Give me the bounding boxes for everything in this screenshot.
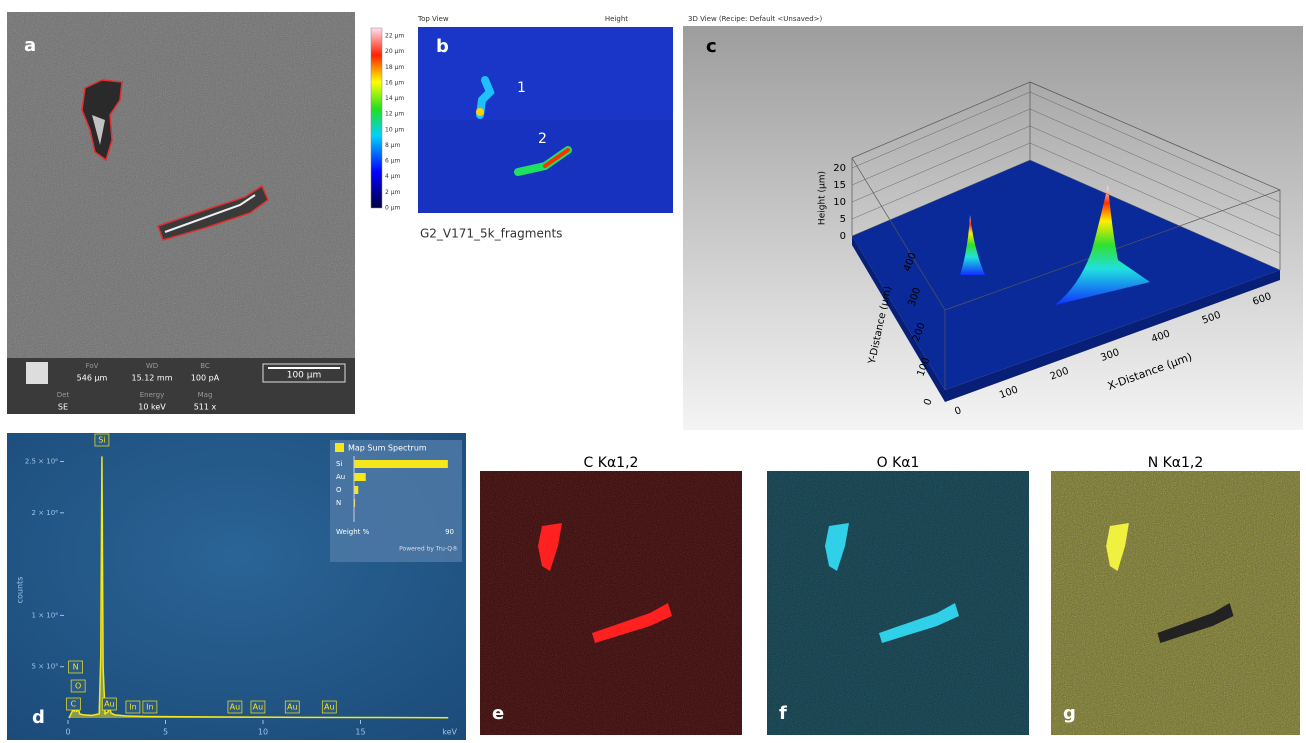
panel-label: g bbox=[1063, 703, 1076, 724]
legend-element: O bbox=[336, 486, 342, 494]
view-mode[interactable]: Height bbox=[605, 15, 628, 23]
peak-label: C bbox=[71, 700, 77, 709]
y-tick-label: 2.5 × 10⁶ bbox=[25, 458, 58, 466]
legend-title: Map Sum Spectrum bbox=[348, 444, 427, 453]
panel-label: b bbox=[436, 36, 449, 57]
weight-bar bbox=[354, 460, 448, 468]
legend-box bbox=[330, 440, 462, 562]
view-title: Top View bbox=[417, 15, 449, 23]
info-name: Energy bbox=[140, 391, 165, 399]
peak-label: In bbox=[146, 703, 153, 712]
legend-footer: Powered by Tru-Q® bbox=[399, 546, 458, 553]
map-title: O Kα1 bbox=[877, 455, 920, 471]
scale-bar-label: 100 µm bbox=[287, 371, 322, 381]
fragment-1-peak bbox=[476, 108, 484, 116]
colorbar-label: 8 µm bbox=[385, 142, 401, 149]
sample-caption: G2_V171_5k_fragments bbox=[420, 227, 562, 241]
colorbar bbox=[371, 28, 382, 208]
info-name: BC bbox=[200, 362, 210, 370]
peak-label: Si bbox=[98, 436, 105, 445]
z-tick-label: 0 bbox=[840, 231, 846, 242]
z-axis-label: Height (µm) bbox=[818, 171, 828, 225]
info-name: Det bbox=[57, 391, 70, 399]
x-tick-label: 15 bbox=[355, 728, 365, 737]
peak-label: Au bbox=[230, 703, 241, 712]
legend-element: Au bbox=[336, 473, 345, 481]
info-value: 10 keV bbox=[138, 403, 166, 412]
y-tick-label: 5 × 10⁵ bbox=[32, 663, 59, 671]
fragment-marker: 1 bbox=[517, 80, 526, 96]
peak-label: Au bbox=[324, 703, 335, 712]
view-header bbox=[415, 12, 675, 26]
colorbar-label: 12 µm bbox=[385, 111, 404, 118]
weight-bar bbox=[354, 486, 358, 494]
map-title: N Kα1,2 bbox=[1148, 455, 1204, 471]
legend-axis-max: 90 bbox=[445, 528, 454, 536]
colorbar-label: 4 µm bbox=[385, 173, 401, 180]
legend-element: Si bbox=[336, 460, 342, 468]
logo bbox=[26, 362, 48, 384]
panel-label: f bbox=[779, 703, 787, 724]
y-tick-label: 2 × 10⁶ bbox=[32, 509, 59, 517]
info-name: FoV bbox=[86, 362, 99, 370]
info-value: 15.12 mm bbox=[131, 374, 172, 383]
element-maps: C Kα1,2 e O Kα1 f N Kα1,2 g bbox=[480, 455, 1300, 735]
info-value: 511 x bbox=[194, 403, 217, 412]
panel-label: c bbox=[706, 36, 717, 57]
map-noise bbox=[767, 471, 1029, 735]
view-title: 3D View (Recipe: Default <Unsaved>) bbox=[688, 15, 823, 23]
peak-label: In bbox=[129, 703, 136, 712]
y-axis-label: counts bbox=[16, 577, 25, 604]
peak-label: Au bbox=[287, 703, 298, 712]
colorbar-label: 22 µm bbox=[385, 33, 404, 40]
info-value: 546 µm bbox=[77, 374, 108, 383]
colorbar-label: 0 µm bbox=[385, 205, 401, 212]
colorbar-label: 18 µm bbox=[385, 64, 404, 71]
sem-texture bbox=[7, 12, 355, 358]
z-tick-label: 10 bbox=[833, 197, 846, 208]
fragment-marker: 2 bbox=[538, 131, 547, 147]
peak-label: N bbox=[73, 663, 79, 672]
x-axis-unit: keV bbox=[442, 728, 457, 737]
z-tick-label: 5 bbox=[840, 214, 846, 225]
map-title: C Kα1,2 bbox=[584, 455, 639, 471]
colorbar-label: 6 µm bbox=[385, 158, 401, 165]
x-tick-label: 10 bbox=[258, 728, 268, 737]
z-tick-label: 20 bbox=[833, 163, 846, 174]
y-tick-label: 1 × 10⁶ bbox=[32, 611, 59, 619]
map-noise bbox=[480, 471, 742, 735]
info-name: Mag bbox=[198, 391, 213, 399]
panel-label: e bbox=[492, 703, 504, 724]
colorbar-label: 2 µm bbox=[385, 189, 401, 196]
info-name: WD bbox=[146, 362, 158, 370]
colorbar-label: 20 µm bbox=[385, 48, 404, 55]
info-value: 100 pA bbox=[191, 374, 220, 383]
legend-element: N bbox=[336, 499, 341, 507]
panel-label: a bbox=[24, 35, 36, 56]
map-noise bbox=[1051, 471, 1300, 735]
peak-label: O bbox=[75, 682, 81, 691]
colorbar-label: 16 µm bbox=[385, 79, 404, 86]
x-tick-label: 5 bbox=[163, 728, 168, 737]
peak-label: Au bbox=[104, 700, 115, 709]
legend-swatch bbox=[335, 443, 344, 452]
peak-label: Au bbox=[253, 703, 264, 712]
colorbar-label: 14 µm bbox=[385, 95, 404, 102]
legend-axis-label: Weight % bbox=[336, 528, 370, 536]
panel-label: d bbox=[32, 707, 45, 728]
figure: 100 µm a Top View Height b G2_V171_5k_fr… bbox=[0, 0, 1306, 743]
z-tick-label: 15 bbox=[833, 180, 846, 191]
weight-bar bbox=[354, 473, 366, 481]
x-tick-label: 0 bbox=[65, 728, 70, 737]
colorbar-label: 10 µm bbox=[385, 126, 404, 133]
info-value: SE bbox=[58, 403, 68, 412]
